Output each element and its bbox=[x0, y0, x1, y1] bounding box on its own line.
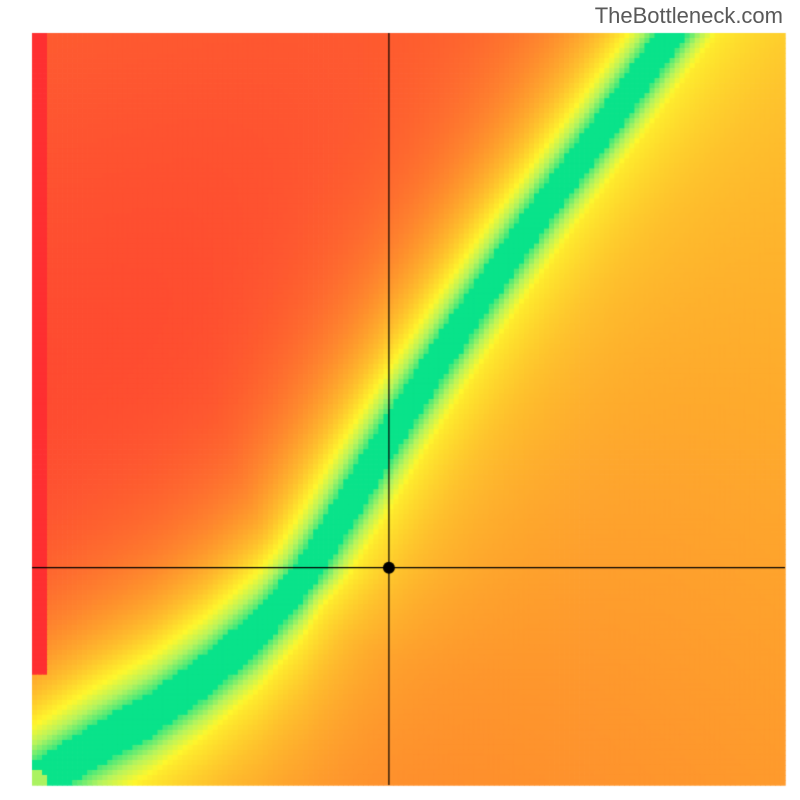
watermark-text: TheBottleneck.com bbox=[595, 3, 783, 29]
heatmap-canvas bbox=[0, 0, 800, 800]
chart-container: TheBottleneck.com bbox=[0, 0, 800, 800]
